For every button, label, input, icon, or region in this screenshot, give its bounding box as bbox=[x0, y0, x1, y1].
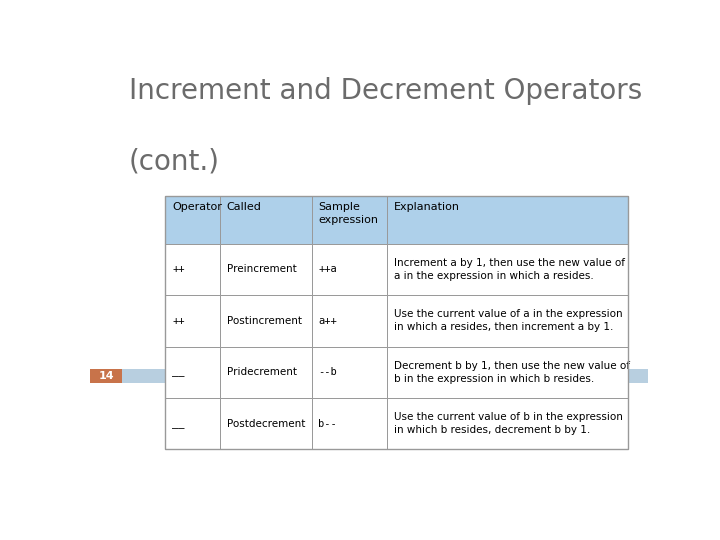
Text: Pridecrement: Pridecrement bbox=[227, 367, 297, 377]
Text: Sample
expression: Sample expression bbox=[318, 202, 379, 225]
Text: ++: ++ bbox=[172, 316, 184, 326]
Text: Use the current value of a in the expression
in which a resides, then increment : Use the current value of a in the expres… bbox=[394, 309, 623, 332]
Text: Operator: Operator bbox=[172, 202, 222, 212]
Text: Called: Called bbox=[227, 202, 261, 212]
Text: __: __ bbox=[172, 418, 184, 429]
Text: 14: 14 bbox=[99, 371, 114, 381]
Text: Explanation: Explanation bbox=[394, 202, 460, 212]
Bar bbox=[220, 398, 312, 449]
Text: a++: a++ bbox=[318, 316, 337, 326]
Text: (cont.): (cont.) bbox=[129, 148, 220, 176]
Bar bbox=[387, 196, 629, 244]
Text: --b: --b bbox=[318, 367, 337, 377]
Bar bbox=[312, 398, 387, 449]
Bar bbox=[166, 347, 220, 398]
Bar bbox=[220, 196, 312, 244]
Bar bbox=[387, 347, 629, 398]
Text: Decrement b by 1, then use the new value of
b in the expression in which b resid: Decrement b by 1, then use the new value… bbox=[394, 361, 630, 383]
Bar bbox=[166, 244, 220, 295]
Text: b--: b-- bbox=[318, 418, 337, 429]
Text: Postdecrement: Postdecrement bbox=[227, 418, 305, 429]
Bar bbox=[220, 244, 312, 295]
Text: ++: ++ bbox=[172, 264, 184, 274]
Bar bbox=[387, 295, 629, 347]
Bar bbox=[166, 196, 629, 449]
Bar bbox=[166, 295, 220, 347]
Text: Increment a by 1, then use the new value of
a in the expression in which a resid: Increment a by 1, then use the new value… bbox=[394, 258, 625, 281]
Bar bbox=[90, 369, 122, 383]
Text: Increment and Decrement Operators: Increment and Decrement Operators bbox=[129, 77, 642, 105]
Bar bbox=[166, 196, 220, 244]
Bar bbox=[220, 295, 312, 347]
Bar bbox=[387, 398, 629, 449]
Bar bbox=[312, 244, 387, 295]
Text: Postincrement: Postincrement bbox=[227, 316, 302, 326]
Text: Use the current value of b in the expression
in which b resides, decrement b by : Use the current value of b in the expres… bbox=[394, 412, 623, 435]
Bar bbox=[220, 347, 312, 398]
Bar bbox=[312, 196, 387, 244]
Bar bbox=[90, 369, 648, 383]
Bar bbox=[387, 244, 629, 295]
Bar bbox=[312, 347, 387, 398]
Bar bbox=[166, 398, 220, 449]
Text: Preincrement: Preincrement bbox=[227, 264, 297, 274]
Bar bbox=[312, 295, 387, 347]
Text: __: __ bbox=[172, 367, 184, 377]
Text: ++a: ++a bbox=[318, 264, 337, 274]
